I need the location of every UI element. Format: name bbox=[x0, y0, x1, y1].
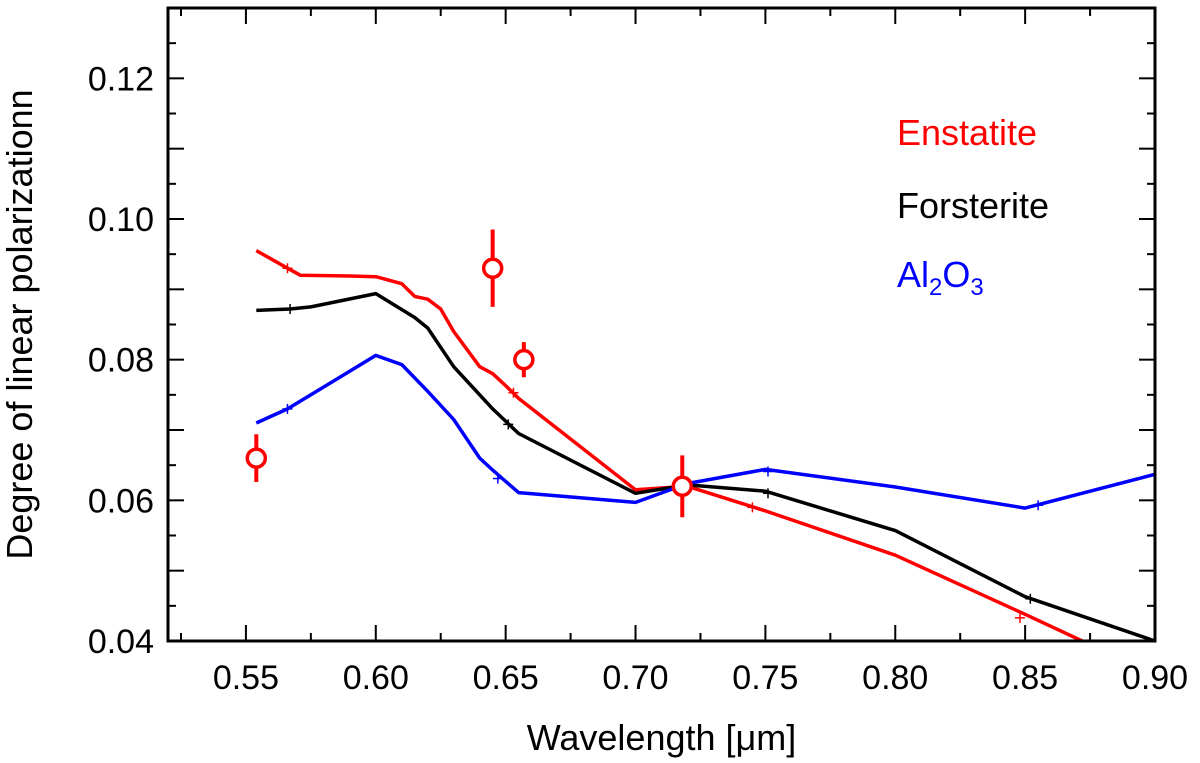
y-tick-label: 0.06 bbox=[88, 482, 154, 520]
y-tick-label: 0.12 bbox=[88, 60, 154, 98]
x-tick-label: 0.55 bbox=[213, 659, 279, 697]
legend-al2o3-sub-3: 3 bbox=[970, 274, 983, 301]
observation-point bbox=[671, 475, 694, 498]
series-layer bbox=[255, 249, 1156, 643]
legend-al2o3-part-al: Al bbox=[897, 254, 929, 295]
x-tick-label: 0.90 bbox=[1122, 659, 1188, 697]
y-axis-title: Degree of linear polarizationn bbox=[0, 89, 40, 559]
x-tick-label: 0.60 bbox=[343, 659, 409, 697]
y-tick-label: 0.10 bbox=[88, 201, 154, 239]
legend-item-al2o3: Al2O3 bbox=[897, 254, 984, 301]
y-tick-labels: 0.04 0.06 0.08 0.10 0.12 bbox=[88, 60, 154, 661]
legend-al2o3-sub-2: 2 bbox=[929, 274, 942, 301]
x-tick-label: 0.85 bbox=[992, 659, 1058, 697]
axis-ticks bbox=[168, 7, 1156, 642]
legend-item-forsterite: Forsterite bbox=[897, 185, 1049, 226]
legend: Enstatite Forsterite Al2O3 bbox=[897, 112, 1049, 301]
series-line-2 bbox=[255, 353, 1156, 510]
x-tick-label: 0.75 bbox=[732, 659, 798, 697]
observation-point bbox=[513, 348, 535, 371]
observations-layer bbox=[245, 229, 694, 518]
y-tick-label: 0.08 bbox=[88, 342, 154, 380]
y-tick-label: 0.04 bbox=[88, 623, 154, 661]
series-line-0 bbox=[255, 249, 1084, 643]
observation-point bbox=[481, 257, 504, 279]
plot-frame bbox=[166, 6, 1157, 643]
x-tick-labels: 0.55 0.60 0.65 0.70 0.75 0.80 0.85 0.90 bbox=[213, 659, 1188, 697]
legend-al2o3-part-o: O bbox=[942, 254, 970, 295]
observation-point bbox=[245, 447, 268, 469]
x-tick-label: 0.65 bbox=[473, 659, 539, 697]
x-tick-label: 0.80 bbox=[862, 659, 928, 697]
x-axis-title: Wavelength [μm] bbox=[527, 717, 797, 758]
legend-item-enstatite: Enstatite bbox=[897, 112, 1037, 153]
x-tick-label: 0.70 bbox=[602, 659, 668, 697]
series-line-1 bbox=[256, 291, 1156, 643]
